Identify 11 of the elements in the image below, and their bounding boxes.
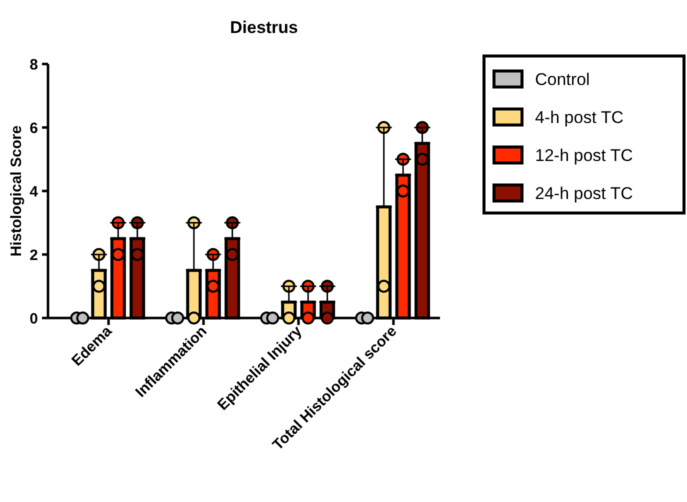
legend-label: 12-h post TC [535, 146, 633, 165]
y-tick-label: 4 [30, 183, 39, 200]
chart-title: Diestrus [230, 18, 298, 37]
y-tick-label: 0 [30, 310, 38, 328]
y-tick-label: 2 [30, 246, 38, 264]
legend-label: 4-h post TC [535, 108, 624, 127]
y-tick-label: 8 [30, 56, 38, 74]
y-tick-label: 6 [30, 120, 38, 137]
legend-label: 24-h post TC [535, 184, 633, 203]
legend-label: Control [535, 70, 590, 89]
y-axis-title: Histological Score [8, 126, 25, 256]
